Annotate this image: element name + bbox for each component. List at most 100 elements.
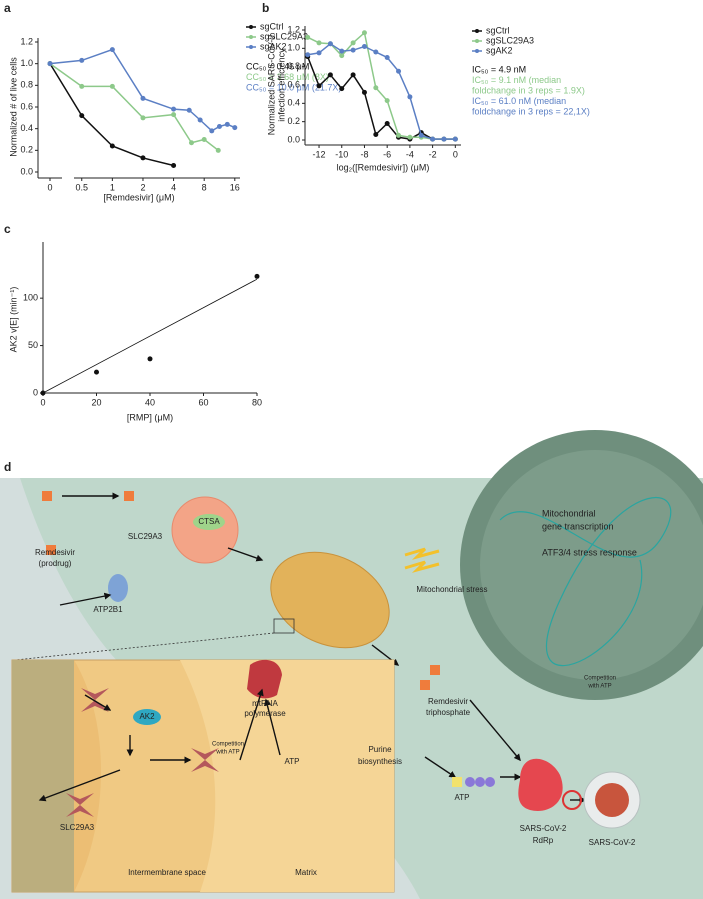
x-tick-label: 60 xyxy=(198,397,208,407)
y-tick-label: 100 xyxy=(23,293,38,303)
x-tick-label: 20 xyxy=(91,397,101,407)
y-tick-label: 0.4 xyxy=(20,123,33,133)
legend-label: sgAK2 xyxy=(260,41,287,51)
label: mtRNA xyxy=(252,699,278,708)
mtrna-polymerase xyxy=(247,659,282,699)
point xyxy=(384,98,390,104)
label: Intermembrane space xyxy=(128,868,206,877)
point xyxy=(430,136,436,142)
point xyxy=(305,34,311,40)
label: with ATP xyxy=(215,750,239,756)
arrow xyxy=(84,694,112,711)
drug-icon xyxy=(42,491,52,501)
ak2-shape xyxy=(133,709,161,725)
y-tick-label: 1.0 xyxy=(287,43,300,53)
label: with ATP xyxy=(587,684,611,690)
y-tick-label: 0.6 xyxy=(20,101,33,111)
arrow xyxy=(59,592,112,606)
label: Matrix xyxy=(295,868,317,877)
label: RdRp xyxy=(533,836,554,845)
fit-line xyxy=(42,278,258,394)
point xyxy=(47,61,53,67)
point xyxy=(215,147,221,153)
label: SARS-CoV-2 xyxy=(520,824,567,833)
label: ATF3/4 stress response xyxy=(542,547,637,557)
y-tick-label: 0.4 xyxy=(287,98,300,108)
annotation: CC₅₀ = 0.46 μM xyxy=(246,61,309,71)
phosphate xyxy=(485,777,495,787)
label: Competition xyxy=(584,676,616,682)
point xyxy=(396,68,402,74)
transporter xyxy=(66,793,94,817)
point xyxy=(350,40,356,46)
legend-marker xyxy=(249,25,253,29)
point xyxy=(186,107,192,113)
legend-label: sgSLC29A3 xyxy=(486,35,534,45)
x-tick-label: 8 xyxy=(202,182,207,192)
point xyxy=(188,140,194,146)
annotation: IC₅₀ = 61.0 nM (median xyxy=(472,96,566,106)
point xyxy=(339,48,345,54)
point xyxy=(109,47,115,53)
drug-icon xyxy=(430,665,440,675)
point xyxy=(384,55,390,60)
label: Remdesivir xyxy=(35,548,75,557)
drug-icon xyxy=(124,491,134,501)
lysosome xyxy=(171,496,239,564)
point xyxy=(40,390,46,396)
point xyxy=(407,94,413,100)
label: AK2 xyxy=(139,712,155,721)
x-tick-label: 2 xyxy=(140,182,145,192)
y-tick-label: 0.0 xyxy=(287,134,300,144)
series-line xyxy=(49,63,219,151)
x-tick-label: -4 xyxy=(406,149,414,159)
arrow xyxy=(469,699,521,762)
label: CTSA xyxy=(198,517,220,526)
point xyxy=(441,136,447,142)
label: SLC29A3 xyxy=(60,823,95,832)
annotation: CC₅₀ = 3.68 μM (8X) xyxy=(246,72,329,82)
legend-label: sgCtrl xyxy=(260,21,284,31)
point xyxy=(232,125,238,131)
point xyxy=(373,85,379,91)
point xyxy=(316,40,322,46)
virus xyxy=(595,783,629,817)
y-tick-label: 0.6 xyxy=(287,79,300,89)
annotation: CC₅₀ = 10.0 μM (21.7X) xyxy=(246,82,341,92)
label: SARS-CoV-2 xyxy=(589,838,636,847)
x-tick-label: 40 xyxy=(145,397,155,407)
arrow xyxy=(424,756,457,778)
phosphate xyxy=(465,777,475,787)
y-axis-label: AK2 v[E] (min⁻¹) xyxy=(8,287,18,353)
x-tick-label: -6 xyxy=(383,149,391,159)
point xyxy=(407,134,413,140)
point xyxy=(361,30,367,36)
y-tick-label: 1.2 xyxy=(20,36,33,46)
ctsa-shape xyxy=(193,514,225,530)
arrow xyxy=(239,688,264,761)
point xyxy=(396,132,402,138)
arrow xyxy=(38,769,121,802)
point xyxy=(140,95,146,101)
phosphate xyxy=(475,777,485,787)
point xyxy=(361,89,367,95)
label: triphosphate xyxy=(426,708,471,717)
panel-label: d xyxy=(4,460,11,474)
panel-label: b xyxy=(262,1,269,15)
annotation: IC₅₀ = 9.1 nM (median xyxy=(472,75,561,85)
atp-icon xyxy=(452,777,462,787)
point xyxy=(147,356,153,362)
y-tick-label: 0.8 xyxy=(20,80,33,90)
point xyxy=(350,72,356,78)
point xyxy=(316,83,322,89)
x-tick-label: 0 xyxy=(47,182,52,192)
panel-label: a xyxy=(4,1,11,15)
y-axis-label: infection efficiency xyxy=(276,48,286,122)
legend-label: sgAK2 xyxy=(486,45,513,55)
x-tick-label: 16 xyxy=(230,182,240,192)
chromatin xyxy=(499,496,672,667)
point xyxy=(418,132,424,138)
label: (prodrug) xyxy=(39,559,72,568)
point xyxy=(140,155,146,161)
